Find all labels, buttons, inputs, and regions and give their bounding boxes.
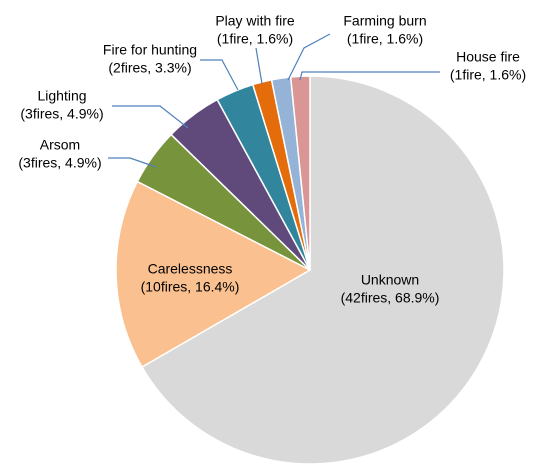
value-label: (1fire, 1.6%) <box>217 31 293 47</box>
pie-slice <box>140 75 505 465</box>
value-label: (42fires, 68.9%) <box>341 290 440 306</box>
pie <box>115 75 505 465</box>
leader-line <box>287 33 331 81</box>
leader-line <box>255 47 263 85</box>
slice-label: Fire for hunting <box>103 42 197 58</box>
slice-label: Carelessness <box>148 261 233 277</box>
leader-line <box>108 157 157 168</box>
value-label: (2fires, 3.3%) <box>108 60 191 76</box>
pie-slice <box>115 180 312 369</box>
slice-label: House fire <box>456 49 520 65</box>
leader-line <box>299 71 440 81</box>
value-label: (3fires, 4.9%) <box>20 106 103 122</box>
value-label: (1fire, 1.6%) <box>347 31 423 47</box>
slice-label: Unknown <box>361 272 419 288</box>
value-label: (1fire, 1.6%) <box>450 67 526 83</box>
slice-label: Farming burn <box>343 13 426 29</box>
leader-line <box>200 59 239 91</box>
labels: Unknown (42fires, 68.9%) Carelessness (10fi… <box>18 13 526 306</box>
leader-line <box>112 105 189 129</box>
slice-label: Arsom <box>40 137 80 153</box>
slice-label: Play with fire <box>215 13 295 29</box>
slice-label: Lighting <box>37 88 86 104</box>
leader-lines <box>108 33 440 168</box>
value-label: (3fires, 4.9%) <box>18 155 101 171</box>
value-label: (10fires, 16.4%) <box>141 279 240 295</box>
